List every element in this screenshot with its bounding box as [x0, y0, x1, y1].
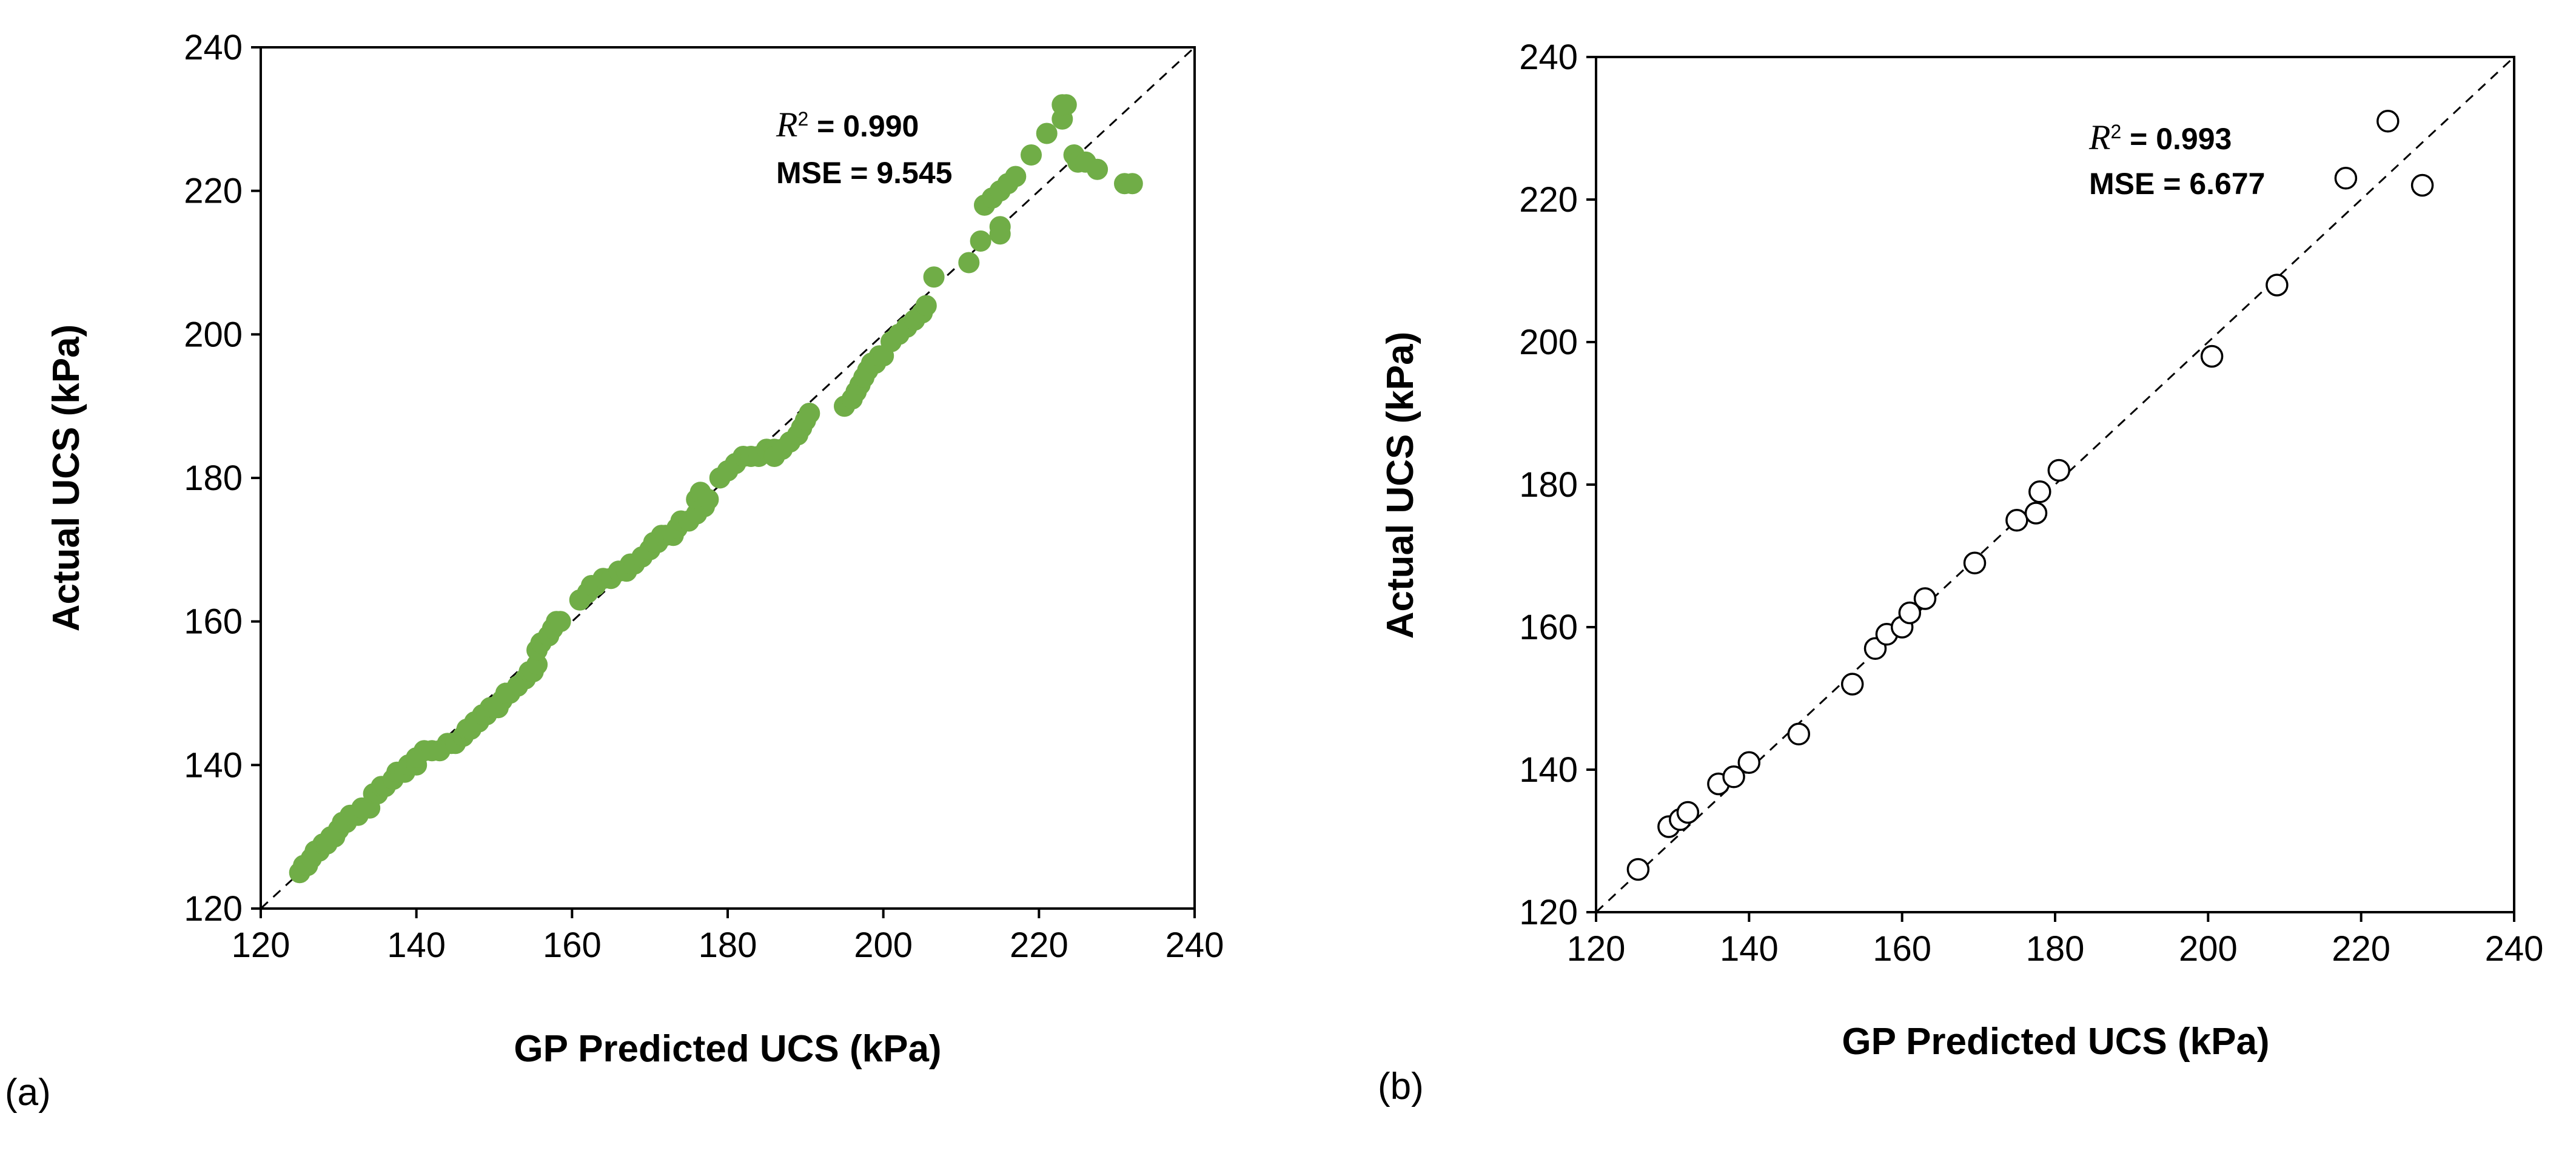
panel-a-annotation: R2 = 0.990 MSE = 9.545: [776, 105, 952, 190]
panel-a-data-point: [958, 252, 980, 274]
panel-b-data-point: [2266, 274, 2289, 297]
panel-a-ylabel: Actual UCS (kPa): [45, 324, 87, 631]
panel-a-xtick-label: 160: [543, 926, 602, 965]
panel-b-ytick-label: 140: [1519, 750, 1578, 790]
panel-a-ytick-label: 140: [184, 745, 243, 785]
panel-a-ytick-label: 180: [184, 459, 243, 498]
panel-a-ytick-label: 220: [184, 172, 243, 211]
panel-b-r2-symbol: R: [2088, 118, 2110, 157]
panel-b-data-point: [2005, 509, 2028, 532]
panel-a-ytick-label: 240: [184, 28, 243, 67]
panel-a-r2-symbol: R: [776, 105, 797, 144]
panel-b-data-point: [2024, 502, 2048, 525]
panel-b-ytick-label: 240: [1519, 38, 1578, 77]
panel-b-r2-line: R2 = 0.993: [2088, 118, 2232, 157]
panel-b-annotation: R2 = 0.993 MSE = 6.677: [2088, 118, 2265, 201]
panel-b-ytick-label: 120: [1519, 893, 1578, 932]
panel-b-data-point: [2410, 173, 2434, 197]
panel-a-xtick-label: 120: [232, 926, 290, 965]
panel-a-mse: MSE = 9.545: [776, 156, 952, 190]
panel-a-ytick-label: 200: [184, 315, 243, 354]
panel-b-data-point: [1898, 601, 1922, 625]
panel-a-r2-value: = 0.990: [808, 109, 919, 143]
panel-b-xtick-label: 180: [2026, 929, 2085, 969]
panel-a-data-point: [915, 295, 937, 317]
panel-a-xtick-label: 140: [387, 926, 446, 965]
panel-a-data-point: [1052, 94, 1073, 116]
panel-b-xtick-label: 120: [1567, 929, 1626, 969]
panel-b-xtick-label: 160: [1873, 929, 1931, 969]
panel-b-ticks: 120 140 160 180 200 220 240 120 140 160 180 200 220 2…: [1519, 38, 2543, 969]
panel-b-ytick-label: 180: [1519, 465, 1578, 505]
panel-a-xlabel: GP Predicted UCS (kPa): [514, 1028, 941, 1070]
panel-b-data-point: [2028, 480, 2051, 503]
panel-a-xtick-label: 180: [699, 926, 757, 965]
panel-b-data-point: [1913, 587, 1937, 610]
panel-a-xtick-label: 220: [1010, 926, 1068, 965]
panel-b-data-point: [1787, 722, 1811, 746]
panel-b-data-point: [1676, 801, 1700, 824]
panel-b-xtick-label: 200: [2179, 929, 2238, 969]
panel-a-ytick-label: 160: [184, 602, 243, 642]
panel-a-data-point: [1005, 166, 1027, 187]
panel-b-ytick-label: 200: [1519, 323, 1578, 362]
panel-b-ytick-label: 160: [1519, 608, 1578, 647]
panel-b-xtick-label: 240: [2485, 929, 2544, 969]
panel-b-scatter: 120 140 160 180 200 220 240 120 140 160 180 200 220 2…: [1378, 38, 2543, 1107]
panel-a-data-point: [697, 489, 719, 510]
panel-a-r2-sup: 2: [797, 108, 808, 130]
panel-a-r2-line: R2 = 0.990: [776, 105, 919, 144]
panel-a-ticks: 120 140 160 180 200 220 240 120 140 160 180 200 220 2…: [184, 28, 1224, 965]
panel-a-data-point: [989, 223, 1011, 245]
panel-b-data-point: [2047, 459, 2071, 482]
panel-a-data-point: [799, 403, 820, 424]
panel-a-xtick-label: 240: [1166, 926, 1224, 965]
panel-b-data-point: [2334, 167, 2358, 190]
panel-b-xtick-label: 220: [2332, 929, 2390, 969]
panel-a-data-point: [1021, 144, 1042, 166]
panel-b-data-point: [1626, 858, 1650, 881]
panel-b-data-point: [1737, 751, 1761, 775]
panel-b-data-point: [2200, 344, 2224, 368]
panel-b-r2-value: = 0.993: [2121, 122, 2232, 156]
panel-b-data-point: [1722, 765, 1745, 788]
panel-a-data-point: [923, 266, 945, 288]
panel-a-data-point: [970, 230, 991, 252]
panel-a-xtick-label: 200: [854, 926, 913, 965]
panel-a-data-point: [1121, 173, 1143, 195]
panel-a-scatter: 120 140 160 180 200 220 240 120 140 160 180 200 220 2…: [5, 28, 1224, 1114]
panel-b-xtick-label: 140: [1720, 929, 1779, 969]
panel-b-points: [1626, 110, 2434, 881]
panel-b-label: (b): [1378, 1066, 1424, 1107]
panel-a-ytick-label: 120: [184, 889, 243, 929]
panel-a-data-point: [1087, 158, 1109, 180]
panel-a-data-point: [1036, 123, 1058, 144]
panel-a-data-point: [549, 611, 571, 633]
panel-b-r2-sup: 2: [2110, 121, 2121, 143]
panel-b-data-point: [1963, 551, 1987, 575]
panel-b-xlabel: GP Predicted UCS (kPa): [1842, 1021, 2269, 1063]
panel-b-data-point: [2376, 110, 2400, 133]
panel-b-ylabel: Actual UCS (kPa): [1380, 332, 1421, 639]
panel-b-data-point: [1840, 673, 1864, 696]
panel-b-ytick-label: 220: [1519, 180, 1578, 220]
panel-a-label: (a): [5, 1072, 51, 1114]
panel-a-points: [289, 94, 1143, 884]
panel-b-mse: MSE = 6.677: [2089, 167, 2265, 201]
